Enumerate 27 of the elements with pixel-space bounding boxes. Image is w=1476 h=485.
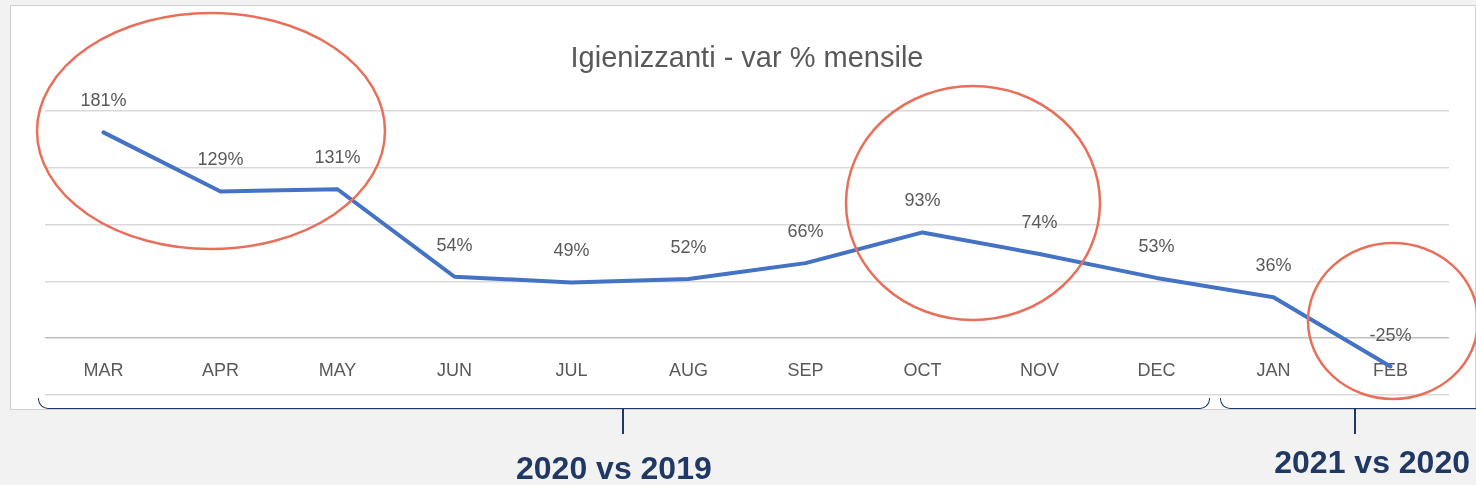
x-tick-label: OCT xyxy=(903,359,942,380)
data-label: 66% xyxy=(787,221,824,242)
x-tick-label: NOV xyxy=(1019,359,1060,380)
data-label: 54% xyxy=(436,234,473,255)
data-label: 36% xyxy=(1255,255,1292,276)
data-label: 181% xyxy=(80,90,127,111)
data-label: -25% xyxy=(1369,324,1412,345)
x-tick-label: AUG xyxy=(668,359,709,380)
x-tick-label: DEC xyxy=(1137,359,1176,380)
x-tick-label: JAN xyxy=(1256,359,1291,380)
chart-title: Igienizzanti - var % mensile xyxy=(570,41,924,74)
x-tick-label: SEP xyxy=(787,359,824,380)
text: 2020 vs 2019 xyxy=(516,450,712,485)
data-label: 131% xyxy=(314,147,361,168)
x-tick-label: JUN xyxy=(437,359,472,380)
x-tick-label: APR xyxy=(201,359,240,380)
x-tick-label: FEB xyxy=(1372,359,1409,380)
data-label: 74% xyxy=(1021,212,1058,233)
data-label: 129% xyxy=(197,149,244,170)
x-tick-label: MAR xyxy=(83,359,124,380)
data-label: 53% xyxy=(1138,235,1175,256)
x-tick-label: JUL xyxy=(555,359,588,380)
x-tick-label: MAY xyxy=(318,359,357,380)
data-label: 52% xyxy=(670,237,707,258)
data-label: 49% xyxy=(553,240,590,261)
text: 2021 vs 2020 xyxy=(1274,444,1470,481)
data-label: 93% xyxy=(904,190,941,211)
